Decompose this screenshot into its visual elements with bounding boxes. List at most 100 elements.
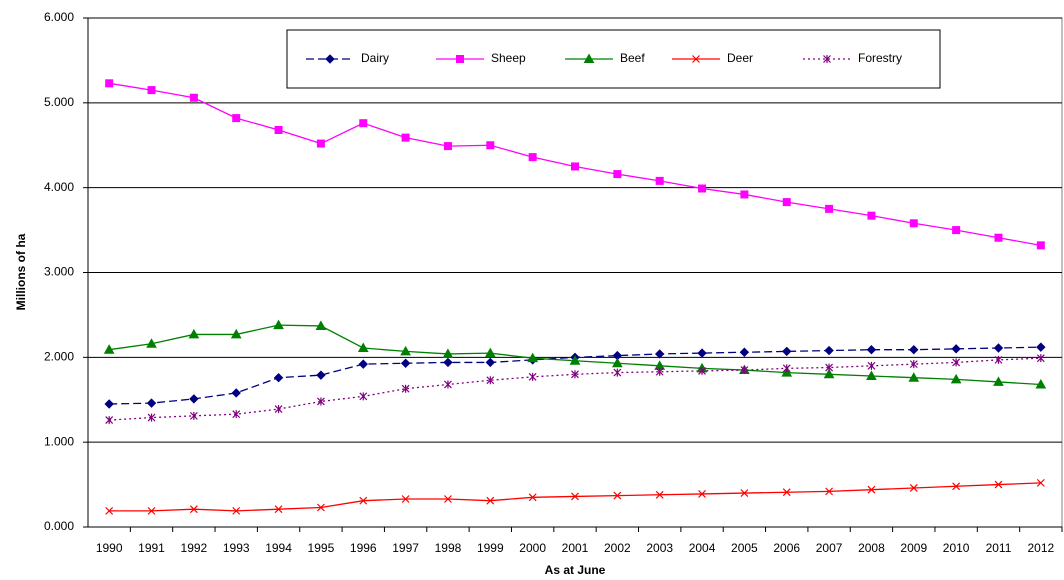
data-point bbox=[1035, 378, 1047, 389]
x-axis-label: As at June bbox=[545, 563, 606, 577]
data-point bbox=[994, 355, 1003, 364]
x-tick-label: 1992 bbox=[181, 541, 208, 555]
data-point bbox=[952, 358, 961, 367]
x-tick-label: 2005 bbox=[731, 541, 758, 555]
x-tick-label: 1990 bbox=[96, 541, 123, 555]
legend-marker bbox=[823, 55, 831, 63]
data-point bbox=[484, 347, 496, 358]
data-point bbox=[994, 480, 1003, 489]
data-point bbox=[315, 320, 327, 330]
data-point bbox=[782, 198, 791, 207]
data-point bbox=[189, 411, 198, 420]
data-point bbox=[908, 372, 920, 382]
data-point bbox=[739, 347, 750, 357]
data-point bbox=[527, 352, 539, 363]
data-point bbox=[231, 388, 241, 398]
data-point bbox=[316, 503, 325, 512]
data-point bbox=[401, 133, 410, 142]
legend-label: Sheep bbox=[491, 51, 526, 65]
data-point bbox=[528, 153, 537, 162]
data-point bbox=[740, 366, 749, 375]
legend-label: Forestry bbox=[858, 51, 902, 65]
data-point bbox=[1036, 342, 1046, 352]
data-point bbox=[571, 492, 579, 501]
legend-label: Beef bbox=[620, 51, 645, 65]
data-point bbox=[825, 363, 834, 372]
y-tick-label: 0.000 bbox=[44, 519, 74, 533]
data-point bbox=[147, 506, 156, 515]
data-point bbox=[952, 482, 961, 491]
data-point bbox=[528, 493, 537, 502]
data-point bbox=[232, 506, 241, 515]
legend-marker bbox=[325, 54, 335, 64]
data-point bbox=[486, 496, 495, 505]
data-point bbox=[486, 141, 495, 150]
x-tick-label: 2008 bbox=[858, 541, 885, 555]
data-point bbox=[274, 125, 283, 134]
series-line bbox=[109, 357, 1041, 421]
x-tick-label: 1994 bbox=[265, 541, 292, 555]
data-point bbox=[909, 484, 918, 492]
data-point bbox=[359, 496, 368, 505]
data-point bbox=[994, 233, 1003, 242]
data-point bbox=[443, 357, 453, 368]
x-tick-label: 1997 bbox=[392, 541, 419, 555]
data-point bbox=[782, 346, 792, 357]
data-point bbox=[740, 190, 749, 199]
legend-label: Dairy bbox=[361, 51, 389, 65]
data-point bbox=[909, 344, 919, 355]
data-point bbox=[613, 368, 622, 377]
x-tick-label: 2010 bbox=[943, 541, 970, 555]
data-point bbox=[486, 376, 495, 385]
data-point bbox=[444, 495, 452, 503]
y-tick-label: 6.000 bbox=[44, 10, 74, 24]
data-point bbox=[613, 491, 622, 500]
x-tick-label: 2000 bbox=[519, 541, 546, 555]
data-point bbox=[485, 357, 496, 368]
x-tick-label: 1998 bbox=[435, 541, 462, 555]
data-point bbox=[274, 505, 283, 514]
data-point bbox=[571, 370, 579, 379]
data-point bbox=[1036, 241, 1045, 250]
data-point bbox=[613, 170, 622, 179]
data-point bbox=[359, 392, 368, 401]
x-tick-label: 1999 bbox=[477, 541, 504, 555]
y-axis-label: Millions of ha bbox=[14, 233, 28, 310]
data-point bbox=[357, 342, 369, 353]
data-point bbox=[993, 376, 1004, 386]
data-point bbox=[528, 372, 537, 381]
y-tick-label: 4.000 bbox=[44, 180, 74, 194]
data-point bbox=[147, 413, 156, 422]
x-tick-label: 2002 bbox=[604, 541, 631, 555]
x-tick-label: 2001 bbox=[562, 541, 589, 555]
data-point bbox=[782, 364, 791, 373]
data-point bbox=[232, 410, 241, 419]
data-point bbox=[147, 86, 156, 95]
data-point bbox=[824, 345, 834, 356]
data-point bbox=[654, 349, 665, 359]
data-point bbox=[316, 370, 326, 380]
data-point bbox=[274, 405, 283, 414]
data-point bbox=[866, 370, 877, 380]
data-point bbox=[655, 176, 664, 185]
data-point bbox=[825, 487, 834, 496]
y-tick-label: 2.000 bbox=[44, 350, 74, 364]
data-point bbox=[611, 357, 623, 368]
data-point bbox=[571, 162, 579, 171]
x-tick-label: 2011 bbox=[986, 541, 1012, 555]
x-tick-label: 1991 bbox=[138, 541, 165, 555]
legend bbox=[286, 29, 941, 89]
data-point bbox=[146, 338, 157, 348]
data-point bbox=[189, 93, 198, 102]
data-point bbox=[952, 226, 961, 235]
x-tick-label: 2006 bbox=[773, 541, 800, 555]
data-point bbox=[866, 344, 877, 355]
x-tick-label: 2004 bbox=[689, 541, 716, 555]
x-tick-label: 2007 bbox=[816, 541, 843, 555]
y-tick-label: 5.000 bbox=[44, 95, 74, 109]
data-point bbox=[189, 505, 198, 514]
data-point bbox=[569, 355, 581, 365]
x-tick-label: 1996 bbox=[350, 541, 377, 555]
legend-marker bbox=[583, 53, 595, 63]
